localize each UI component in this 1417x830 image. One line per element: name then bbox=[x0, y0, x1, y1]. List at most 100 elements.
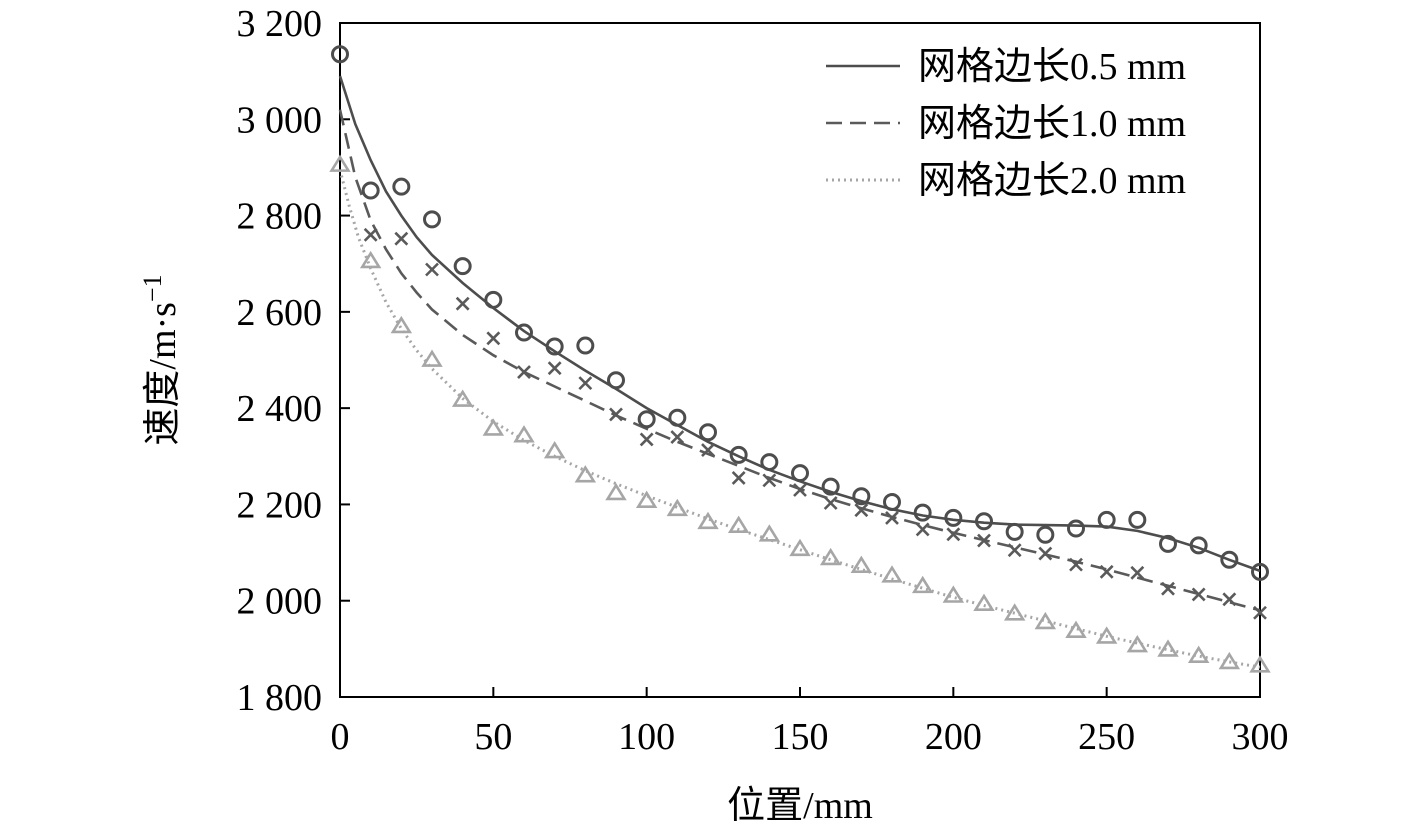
y-axis-ticks: 1 800 2 000 2 200 2 400 2 600 2 800 3 000 3 200 bbox=[237, 3, 350, 719]
series-2-point bbox=[1222, 592, 1237, 607]
series-1-point bbox=[515, 323, 533, 342]
series-2-point bbox=[455, 296, 470, 311]
y-tick-label: 2 600 bbox=[237, 292, 323, 334]
series-1-point bbox=[331, 45, 349, 64]
x-tick-label: 50 bbox=[474, 716, 512, 758]
series-3-point bbox=[666, 498, 689, 517]
series-2-point bbox=[885, 510, 899, 525]
series-3-point bbox=[850, 555, 873, 573]
y-tick-label: 2 000 bbox=[237, 581, 323, 623]
series-3-point bbox=[973, 593, 995, 611]
series-3-point bbox=[1218, 651, 1241, 670]
series-1-point bbox=[668, 408, 687, 427]
series-1-point bbox=[791, 464, 809, 483]
series-3-point bbox=[359, 250, 382, 269]
x-tick-label: 300 bbox=[1232, 716, 1289, 758]
y-tick-label: 2 200 bbox=[237, 484, 323, 526]
series-2-point bbox=[486, 331, 501, 346]
series-2-point bbox=[854, 503, 869, 518]
series-3-point bbox=[390, 315, 413, 334]
series-2-point bbox=[363, 227, 378, 242]
series-2-point bbox=[946, 527, 961, 542]
series-line-3 bbox=[338, 169, 1261, 669]
series-3-point bbox=[789, 538, 811, 557]
series-1-point bbox=[1067, 519, 1085, 538]
series-2-point bbox=[609, 407, 623, 422]
x-tick-label: 150 bbox=[772, 716, 829, 758]
series-2-point bbox=[1099, 564, 1114, 579]
series-1-point bbox=[361, 181, 380, 200]
series-1-point bbox=[1005, 522, 1024, 541]
y-tick-label: 1 800 bbox=[237, 677, 323, 719]
series-3-point bbox=[1003, 603, 1026, 621]
series-2-point bbox=[1130, 565, 1145, 580]
series-1-point bbox=[1159, 534, 1177, 553]
series-3-point bbox=[758, 524, 781, 542]
series-markers bbox=[329, 45, 1271, 673]
series-2-point bbox=[1007, 543, 1022, 558]
series-3-point bbox=[727, 515, 750, 533]
series-1-point bbox=[1251, 562, 1269, 581]
legend-label-1: 网格边长0.5 mm bbox=[918, 46, 1186, 88]
series-3-point bbox=[942, 585, 965, 603]
series-3-point bbox=[881, 565, 903, 583]
legend: 网格边长0.5 mm 网格边长1.0 mm 网格边长2.0 mm bbox=[826, 46, 1186, 202]
series-1-point bbox=[1220, 550, 1239, 569]
series-2-point bbox=[762, 473, 777, 488]
series-3-point bbox=[482, 418, 505, 436]
series-2-point bbox=[793, 483, 807, 497]
x-tick-label: 200 bbox=[925, 716, 982, 758]
series-1-point bbox=[913, 503, 932, 522]
series-2-point bbox=[1191, 587, 1206, 602]
series-3-point bbox=[605, 482, 627, 501]
series-1-point bbox=[699, 423, 717, 442]
series-lines bbox=[338, 75, 1261, 669]
series-1-point bbox=[883, 493, 901, 512]
y-tick-label: 3 200 bbox=[237, 3, 323, 45]
series-2-point bbox=[394, 231, 409, 246]
series-2-point bbox=[425, 262, 439, 277]
series-3-point bbox=[1187, 645, 1210, 663]
series-3-point bbox=[574, 465, 597, 483]
y-tick-label: 2 400 bbox=[237, 388, 323, 430]
series-2-point bbox=[731, 471, 746, 485]
series-2-point bbox=[977, 533, 991, 548]
series-2-point bbox=[701, 443, 715, 457]
legend-label-3: 网格边长2.0 mm bbox=[918, 160, 1186, 202]
series-1-point bbox=[975, 512, 993, 531]
series-1-point bbox=[607, 371, 625, 390]
series-1-point bbox=[484, 290, 503, 309]
series-1-point bbox=[637, 410, 656, 429]
series-3-point bbox=[329, 154, 351, 172]
series-3-point bbox=[1095, 626, 1118, 644]
legend-label-2: 网格边长1.0 mm bbox=[918, 103, 1186, 145]
series-3-point bbox=[543, 440, 566, 459]
series-3-point bbox=[451, 389, 474, 407]
series-1-point bbox=[453, 257, 472, 276]
series-2-point bbox=[639, 432, 654, 447]
series-2-point bbox=[517, 365, 531, 379]
x-tick-label: 100 bbox=[618, 716, 675, 758]
series-1-point bbox=[545, 337, 564, 356]
series-2-point bbox=[670, 430, 685, 444]
series-3-point bbox=[1065, 620, 1087, 638]
series-2-point bbox=[823, 496, 838, 510]
series-2-point bbox=[1161, 581, 1175, 596]
y-axis-title-superscript: −1 bbox=[138, 274, 167, 302]
series-1-point bbox=[1036, 525, 1055, 544]
series-1-point bbox=[576, 336, 595, 355]
series-1-point bbox=[423, 210, 441, 229]
series-1-point bbox=[852, 487, 871, 506]
x-axis-ticks: 0 50 100 150 200 250 300 bbox=[331, 687, 1289, 758]
y-tick-label: 3 000 bbox=[237, 99, 323, 141]
series-3-point bbox=[697, 511, 719, 530]
series-1-point bbox=[944, 508, 963, 527]
series-1-point bbox=[1189, 536, 1208, 555]
series-1-point bbox=[821, 477, 840, 496]
series-3-point bbox=[911, 575, 934, 594]
series-2-point bbox=[1253, 605, 1267, 620]
y-axis-title-main: 速度/m·s bbox=[142, 302, 184, 446]
x-tick-label: 250 bbox=[1078, 716, 1135, 758]
y-axis-title: 速度/m·s−1 bbox=[138, 274, 185, 445]
